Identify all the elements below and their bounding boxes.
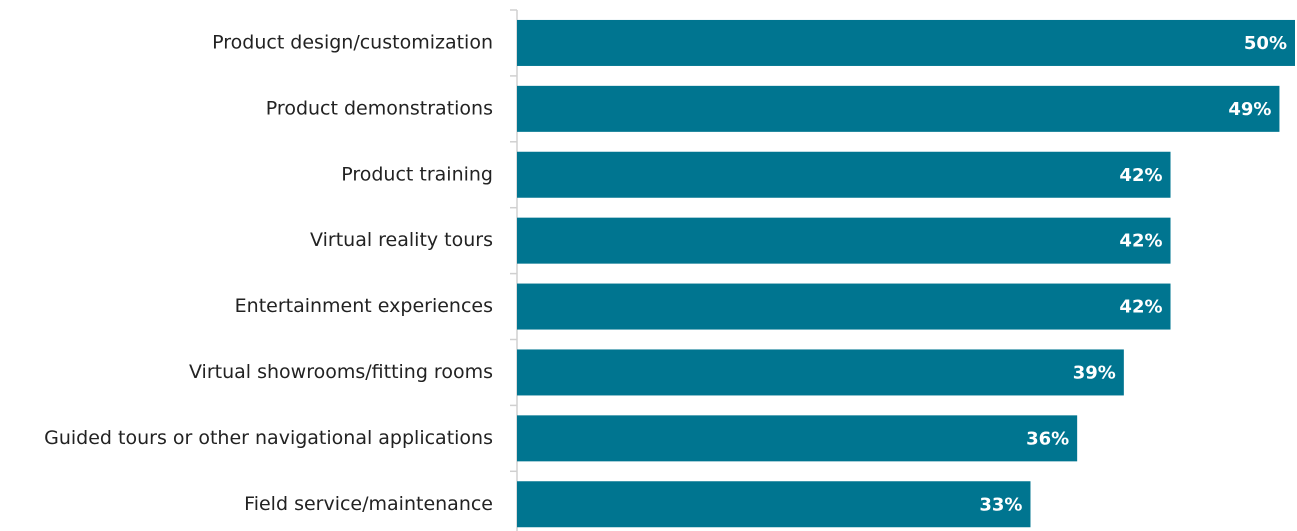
bar — [517, 19, 1295, 66]
data-label: 42% — [1119, 297, 1162, 318]
bar — [517, 217, 1171, 264]
category-label: Virtual showrooms/fitting rooms — [189, 361, 493, 383]
data-label: 33% — [979, 494, 1022, 515]
bar — [517, 85, 1280, 132]
category-label: Field service/maintenance — [244, 493, 493, 515]
category-label: Entertainment experiences — [235, 295, 493, 317]
bar — [517, 283, 1171, 330]
category-label: Product design/customization — [212, 31, 493, 53]
bar — [517, 415, 1078, 462]
category-label: Product demonstrations — [266, 97, 493, 119]
data-label: 39% — [1073, 362, 1116, 383]
bar — [517, 151, 1171, 198]
data-label: 42% — [1119, 165, 1162, 186]
bar — [517, 349, 1124, 396]
category-label: Product training — [341, 163, 493, 185]
data-label: 42% — [1119, 231, 1162, 252]
category-label: Guided tours or other navigational appli… — [44, 427, 493, 449]
data-label: 36% — [1026, 428, 1069, 449]
bar — [517, 481, 1031, 528]
data-label: 49% — [1228, 99, 1271, 120]
category-label: Virtual reality tours — [310, 229, 493, 251]
data-label: 50% — [1244, 33, 1287, 54]
